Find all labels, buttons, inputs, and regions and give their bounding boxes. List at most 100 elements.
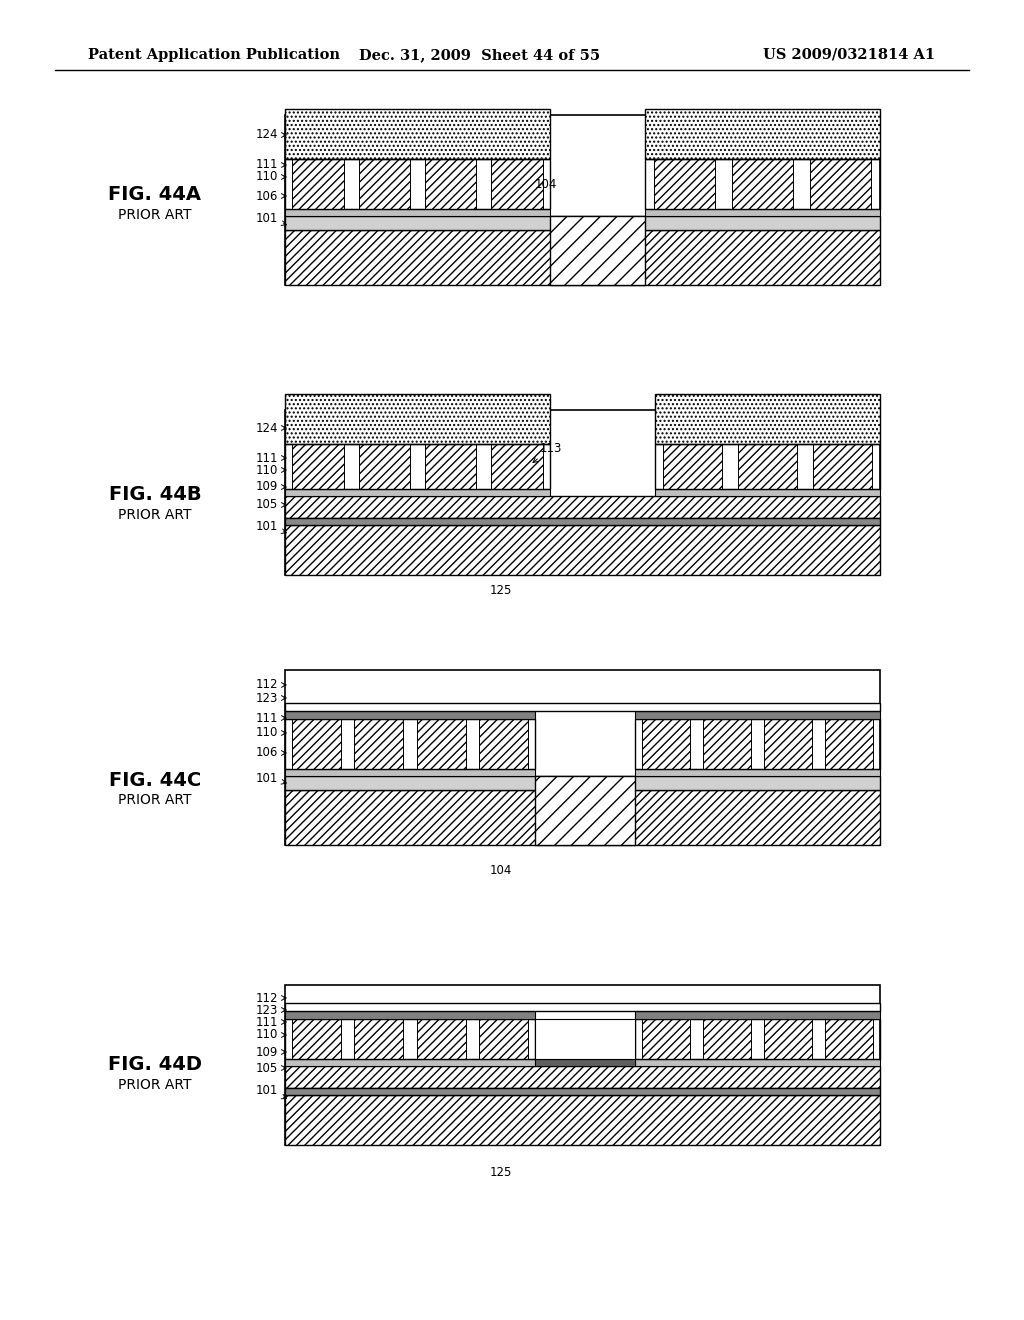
Bar (738, 444, 797, 488)
Bar (635, 719, 880, 770)
Bar (285, 1011, 535, 1019)
Text: 123: 123 (256, 692, 286, 705)
Text: 124: 124 (256, 421, 286, 434)
Bar (764, 719, 812, 770)
Text: US 2009/0321814 A1: US 2009/0321814 A1 (763, 48, 935, 62)
Bar (825, 1019, 873, 1059)
Bar (285, 517, 880, 525)
Bar (285, 209, 550, 216)
Text: 104: 104 (535, 178, 557, 191)
Text: 110: 110 (256, 1028, 286, 1041)
Bar (653, 158, 715, 209)
Bar (358, 158, 411, 209)
Bar (642, 1019, 689, 1059)
Bar (354, 719, 403, 770)
Bar (358, 444, 411, 488)
Bar (285, 230, 880, 285)
Text: 101: 101 (256, 1084, 287, 1098)
Bar (292, 158, 344, 209)
Bar (285, 789, 880, 845)
Bar (703, 1019, 751, 1059)
Bar (292, 719, 341, 770)
Bar (285, 1059, 535, 1067)
Text: 113: 113 (532, 441, 562, 462)
Bar (492, 444, 543, 488)
Bar (285, 115, 880, 285)
Text: 111: 111 (256, 1015, 286, 1028)
Text: 112: 112 (256, 678, 286, 692)
Text: 109: 109 (256, 1045, 286, 1059)
Bar (285, 704, 880, 711)
Bar (285, 1003, 880, 1011)
Bar (292, 444, 344, 488)
Bar (550, 216, 645, 285)
Bar (655, 488, 880, 496)
Text: Patent Application Publication: Patent Application Publication (88, 48, 340, 62)
Text: 125: 125 (490, 1166, 512, 1179)
Bar (285, 1019, 535, 1059)
Bar (285, 1096, 880, 1144)
Bar (425, 158, 476, 209)
Text: 125: 125 (490, 583, 512, 597)
Bar (642, 719, 689, 770)
Bar (645, 158, 880, 209)
Bar (285, 985, 880, 1144)
Bar (732, 158, 793, 209)
Bar (535, 1059, 635, 1067)
Text: 124: 124 (256, 128, 286, 141)
Bar (292, 1019, 341, 1059)
Bar (645, 209, 880, 216)
Bar (285, 216, 880, 230)
Bar (285, 488, 550, 496)
Text: 111: 111 (256, 711, 286, 725)
Text: PRIOR ART: PRIOR ART (118, 508, 191, 521)
Bar (285, 671, 880, 845)
Text: 123: 123 (256, 1003, 286, 1016)
Text: 109: 109 (256, 480, 286, 494)
Text: FIG. 44D: FIG. 44D (108, 1056, 202, 1074)
Bar (635, 1019, 880, 1059)
Bar (635, 1011, 880, 1019)
Text: FIG. 44C: FIG. 44C (109, 771, 201, 789)
Bar (354, 1019, 403, 1059)
Bar (285, 496, 880, 517)
Text: PRIOR ART: PRIOR ART (118, 209, 191, 222)
Bar (535, 1019, 635, 1059)
Bar (285, 158, 550, 209)
Bar (285, 1088, 880, 1096)
Bar (479, 719, 528, 770)
Bar (645, 110, 880, 158)
Bar (655, 444, 880, 488)
Bar (764, 1019, 812, 1059)
Bar (535, 776, 635, 845)
Bar (479, 1019, 528, 1059)
Bar (285, 444, 550, 488)
Text: Dec. 31, 2009  Sheet 44 of 55: Dec. 31, 2009 Sheet 44 of 55 (359, 48, 600, 62)
Bar (810, 158, 871, 209)
Text: 112: 112 (256, 991, 286, 1005)
Bar (285, 1067, 880, 1088)
Text: 101: 101 (256, 771, 287, 784)
Bar (635, 711, 880, 719)
Bar (285, 776, 880, 789)
Bar (813, 444, 871, 488)
Text: 106: 106 (256, 190, 286, 202)
Text: 110: 110 (256, 170, 286, 183)
Bar (635, 770, 880, 776)
Bar (285, 411, 880, 576)
Bar (703, 719, 751, 770)
Text: 101: 101 (256, 520, 287, 533)
Bar (285, 525, 880, 576)
Bar (825, 719, 873, 770)
Text: FIG. 44A: FIG. 44A (109, 186, 202, 205)
Text: 111: 111 (256, 451, 286, 465)
Bar (285, 711, 535, 719)
Text: 105: 105 (256, 1061, 286, 1074)
Bar (417, 1019, 466, 1059)
Bar (285, 110, 550, 158)
Bar (417, 719, 466, 770)
Text: FIG. 44B: FIG. 44B (109, 486, 202, 504)
Text: 110: 110 (256, 463, 286, 477)
Text: 111: 111 (256, 158, 286, 172)
Text: 106: 106 (256, 747, 286, 759)
